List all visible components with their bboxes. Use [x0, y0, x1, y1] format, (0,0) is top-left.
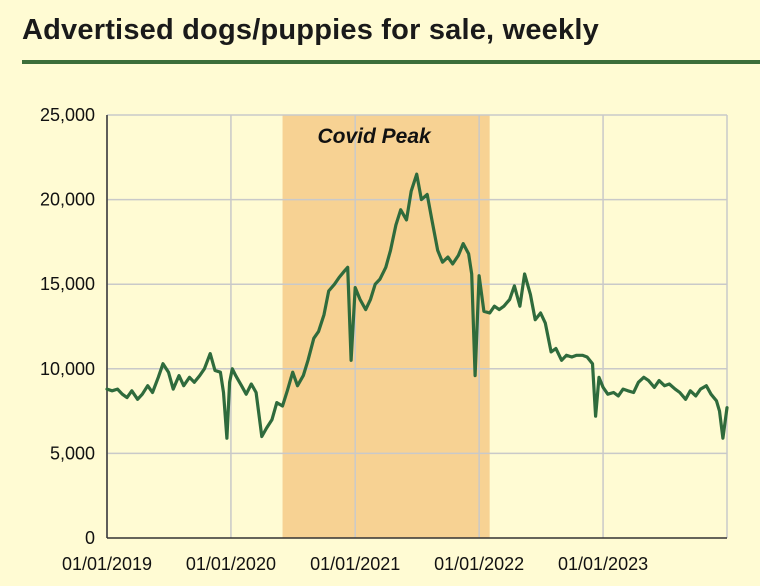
x-tick-label: 01/01/2023 — [558, 554, 648, 574]
y-tick-label: 5,000 — [50, 443, 95, 463]
y-tick-label: 10,000 — [40, 359, 95, 379]
covid-peak-band — [282, 115, 490, 538]
chart-title: Advertised dogs/puppies for sale, weekly — [22, 14, 599, 46]
y-tick-label: 25,000 — [40, 105, 95, 125]
x-tick-label: 01/01/2021 — [310, 554, 400, 574]
x-tick-label: 01/01/2022 — [434, 554, 524, 574]
x-tick-label: 01/01/2019 — [62, 554, 152, 574]
y-tick-label: 20,000 — [40, 190, 95, 210]
x-tick-label: 01/01/2020 — [186, 554, 276, 574]
dogs-for-sale-line — [105, 172, 729, 440]
covid-peak-label: Covid Peak — [317, 125, 432, 148]
y-tick-label: 0 — [85, 528, 95, 548]
title-rule — [22, 60, 760, 64]
y-tick-label: 15,000 — [40, 274, 95, 294]
